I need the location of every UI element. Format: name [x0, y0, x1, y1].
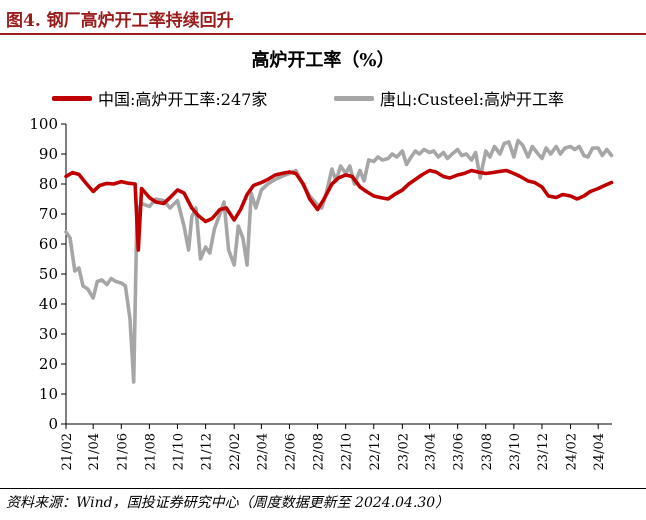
- x-tick-label: 21/02: [60, 433, 75, 470]
- y-tick-label: 100: [29, 115, 58, 133]
- y-tick-label: 90: [39, 145, 58, 163]
- x-tick-label: 23/12: [536, 433, 551, 470]
- x-tick-label: 21/12: [200, 433, 215, 470]
- x-tick-label: 21/04: [87, 433, 102, 470]
- x-tick-label: 22/04: [255, 433, 270, 470]
- x-tick-label: 22/06: [283, 433, 298, 470]
- y-tick-label: 80: [39, 175, 58, 193]
- figure-label: 图4. 钢厂高炉开工率持续回升: [6, 11, 234, 31]
- series-line-china: [64, 168, 614, 252]
- line-chart: 0 10 20 30 40 50 60 70 80 90 100 21/02 21/04 21/06 21/…: [29, 115, 614, 470]
- figure-header: 图4. 钢厂高炉开工率持续回升: [0, 0, 646, 35]
- x-tick-label: 22/02: [228, 433, 243, 470]
- footer-rule: [0, 488, 646, 489]
- x-tick-label: 23/10: [508, 433, 523, 470]
- y-tick-label: 0: [48, 415, 58, 433]
- header-rule: [0, 33, 646, 35]
- x-tick-label: 23/04: [424, 433, 439, 470]
- x-tick-label: 22/12: [368, 433, 383, 470]
- x-tick-label: 21/08: [143, 433, 158, 470]
- legend-item-china: 中国:高炉开工率:247家: [52, 86, 267, 110]
- y-tick-label: 10: [39, 385, 58, 403]
- y-tick-label: 30: [39, 325, 58, 343]
- y-tick-label: 60: [39, 235, 58, 253]
- legend-label-china: 中国:高炉开工率:247家: [98, 90, 268, 109]
- x-tick-label: 21/06: [115, 433, 130, 470]
- x-tick-label: 22/10: [340, 433, 355, 470]
- source-note: 资料来源：Wind，国投证券研究中心（周度数据更新至 2024.04.30）: [6, 495, 450, 511]
- x-tick-label: 24/04: [592, 433, 607, 470]
- y-tick-label: 50: [39, 265, 58, 283]
- legend-item-tangshan: 唐山:Custeel:高炉开工率: [334, 86, 564, 110]
- x-tick-label: 23/06: [452, 433, 467, 470]
- x-tick-label: 23/08: [480, 433, 495, 470]
- legend: 中国:高炉开工率:247家 唐山:Custeel:高炉开工率: [52, 86, 646, 110]
- y-tick-label: 70: [39, 205, 58, 223]
- chart-title: 高炉开工率（%）: [251, 50, 395, 71]
- legend-swatch-tangshan: [334, 95, 374, 101]
- x-tick-label: 24/02: [565, 433, 580, 470]
- x-tick-label: 23/02: [396, 433, 411, 470]
- y-tick-label: 20: [39, 355, 58, 373]
- x-tick-label: 21/10: [172, 433, 187, 470]
- legend-label-tangshan: 唐山:Custeel:高炉开工率: [380, 90, 565, 109]
- legend-swatch-china: [52, 95, 92, 101]
- x-tick-label: 22/08: [312, 433, 327, 470]
- y-tick-label: 40: [39, 295, 58, 313]
